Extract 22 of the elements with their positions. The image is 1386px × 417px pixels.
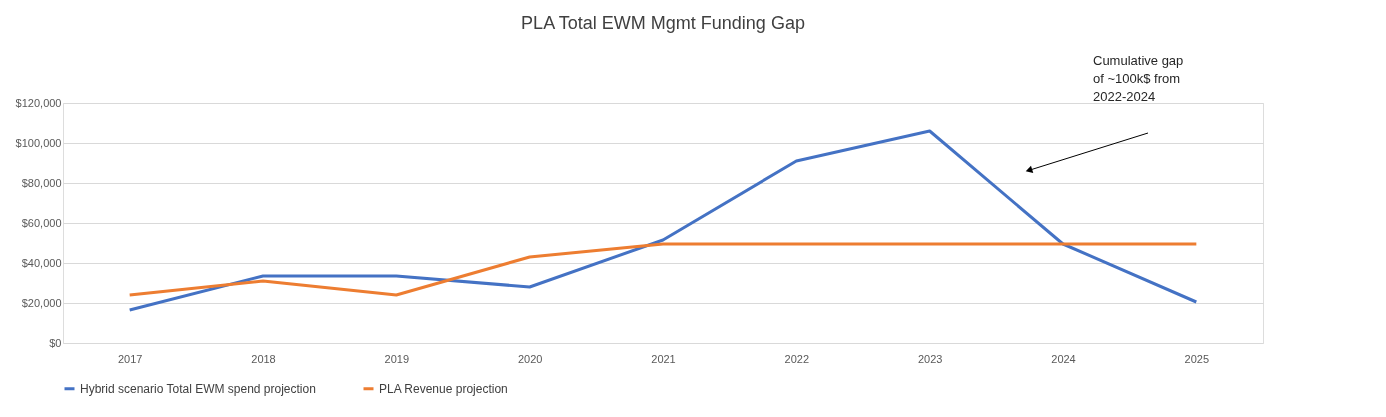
x-tick-label: 2021 [651, 352, 676, 365]
x-tick-label: 2023 [917, 352, 943, 365]
line-series [128, 129, 1198, 312]
legend-label: Hybrid scenario Total EWM spend projection [80, 381, 316, 396]
y-tick-label: $80,000 [21, 176, 62, 189]
x-tick-label: 2017 [117, 352, 143, 365]
line-series [128, 242, 1198, 297]
y-tick-label: $100,000 [15, 136, 62, 149]
chart-title: PLA Total EWM Mgmt Funding Gap [521, 13, 805, 33]
annotation: Cumulative gap of ~100k$ from 2022-2024 [1093, 53, 1184, 104]
x-tick-label: 2022 [784, 352, 810, 365]
y-tick-label: $20,000 [21, 296, 62, 309]
y-tick-label: $60,000 [21, 216, 62, 229]
x-tick-label: 2020 [517, 352, 543, 365]
x-tick-label: 2024 [1051, 352, 1076, 365]
y-tick-label: $120,000 [15, 96, 62, 109]
legend-label: PLA Revenue projection [379, 381, 508, 396]
x-tick-label: 2025 [1184, 352, 1210, 365]
x-tick-label: 2018 [251, 352, 276, 365]
y-tick-label: $0 [49, 336, 62, 349]
x-tick-label: 2019 [384, 352, 410, 365]
y-tick-label: $40,000 [21, 256, 62, 269]
